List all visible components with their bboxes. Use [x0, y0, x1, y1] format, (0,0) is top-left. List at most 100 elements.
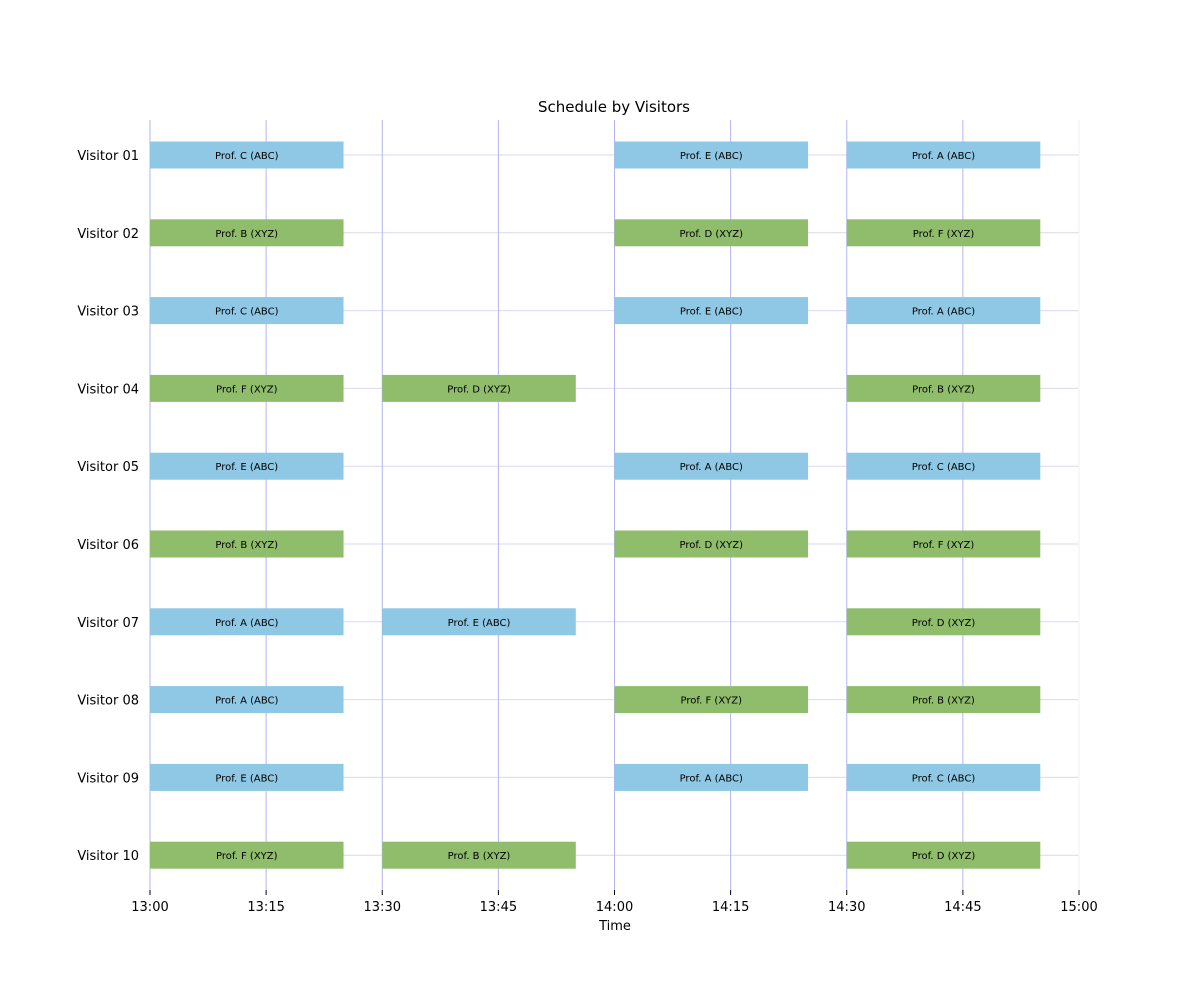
- meeting-bar-group: Prof. E (ABC): [150, 452, 344, 480]
- meeting-bar-label: Prof. F (XYZ): [680, 696, 742, 707]
- y-axis-ticks: Visitor 01 Visitor 02 Visitor 03 Visitor 04…: [77, 149, 139, 864]
- meeting-bar-label: Prof. B (XYZ): [448, 851, 511, 862]
- meeting-bar-group: Prof. E (ABC): [382, 608, 576, 636]
- meeting-bar-group: Prof. A (ABC): [150, 608, 344, 636]
- y-tick-label: Visitor 03: [77, 305, 139, 320]
- meeting-bar: [150, 141, 344, 169]
- meeting-bar-group: Prof. B (XYZ): [382, 841, 576, 869]
- x-tick-label: 13:30: [364, 900, 401, 915]
- meeting-bar: [846, 141, 1041, 169]
- x-axis-ticks: 13:00 13:15 13:30 13:45 14:00 14:15 14:30 14:45…: [131, 890, 1098, 915]
- meeting-bar: [382, 841, 576, 869]
- bars: Prof. C (ABC) Prof. E (ABC) Prof. A (ABC) P…: [150, 141, 1041, 869]
- y-tick-label: Visitor 05: [77, 460, 139, 475]
- meeting-bar-label: Prof. C (ABC): [215, 307, 279, 318]
- chart-title: Schedule by Visitors: [538, 98, 690, 116]
- y-tick-label: Visitor 01: [77, 149, 139, 164]
- meeting-bar-group: Prof. B (XYZ): [150, 219, 344, 247]
- x-tick-label: 13:45: [480, 900, 517, 915]
- meeting-bar-group: Prof. B (XYZ): [150, 530, 344, 558]
- meeting-bar-group: Prof. E (ABC): [614, 297, 809, 325]
- x-axis-label: Time: [598, 919, 631, 934]
- meeting-bar-label: Prof. A (ABC): [912, 151, 975, 162]
- meeting-bar-label: Prof. D (XYZ): [447, 384, 511, 395]
- meeting-bar-group: Prof. E (ABC): [614, 141, 809, 169]
- meeting-bar: [614, 452, 809, 480]
- meeting-bar: [150, 219, 344, 247]
- meeting-bar-group: Prof. C (ABC): [150, 141, 344, 169]
- meeting-bar: [846, 297, 1041, 325]
- meeting-bar-group: Prof. B (XYZ): [846, 374, 1041, 402]
- y-tick-label: Visitor 10: [77, 849, 139, 864]
- meeting-bar: [614, 530, 809, 558]
- meeting-bar-label: Prof. B (XYZ): [912, 696, 975, 707]
- meeting-bar-group: Prof. D (XYZ): [382, 374, 576, 402]
- meeting-bar-group: Prof. F (XYZ): [150, 374, 344, 402]
- meeting-bar-label: Prof. A (ABC): [215, 618, 278, 629]
- x-tick-label: 14:45: [944, 900, 981, 915]
- y-tick-label: Visitor 04: [77, 382, 139, 397]
- meeting-bar: [150, 608, 344, 636]
- meeting-bar-label: Prof. D (XYZ): [680, 229, 744, 240]
- meeting-bar: [150, 763, 344, 791]
- meeting-bar-label: Prof. C (ABC): [215, 151, 279, 162]
- meeting-bar: [614, 141, 809, 169]
- meeting-bar-label: Prof. E (ABC): [448, 618, 511, 629]
- meeting-bar-group: Prof. F (XYZ): [614, 686, 809, 714]
- meeting-bar-group: Prof. D (XYZ): [846, 841, 1041, 869]
- meeting-bar: [846, 452, 1041, 480]
- meeting-bar: [150, 374, 344, 402]
- meeting-bar-group: Prof. A (ABC): [614, 452, 809, 480]
- meeting-bar-group: Prof. D (XYZ): [614, 530, 809, 558]
- meeting-bar-label: Prof. D (XYZ): [912, 851, 976, 862]
- meeting-bar: [614, 686, 809, 714]
- meeting-bar-label: Prof. C (ABC): [912, 462, 976, 473]
- meeting-bar-label: Prof. F (XYZ): [216, 384, 278, 395]
- meeting-bar-label: Prof. A (ABC): [215, 696, 278, 707]
- meeting-bar-group: Prof. F (XYZ): [846, 219, 1041, 247]
- meeting-bar: [846, 374, 1041, 402]
- y-tick-label: Visitor 02: [77, 227, 139, 242]
- x-tick-label: 14:00: [596, 900, 633, 915]
- meeting-bar-group: Prof. E (ABC): [150, 763, 344, 791]
- meeting-bar-group: Prof. F (XYZ): [150, 841, 344, 869]
- y-tick-label: Visitor 09: [77, 771, 139, 786]
- meeting-bar-label: Prof. E (ABC): [680, 151, 743, 162]
- meeting-bar-group: Prof. C (ABC): [846, 763, 1041, 791]
- meeting-bar-label: Prof. A (ABC): [680, 462, 743, 473]
- meeting-bar: [150, 686, 344, 714]
- meeting-bar: [846, 686, 1041, 714]
- meeting-bar-group: Prof. D (XYZ): [846, 608, 1041, 636]
- meeting-bar-label: Prof. A (ABC): [680, 773, 743, 784]
- meeting-bar-label: Prof. F (XYZ): [216, 851, 278, 862]
- meeting-bar: [614, 763, 809, 791]
- meeting-bar: [846, 219, 1041, 247]
- meeting-bar: [846, 608, 1041, 636]
- meeting-bar: [846, 841, 1041, 869]
- meeting-bar-group: Prof. A (ABC): [846, 141, 1041, 169]
- meeting-bar-label: Prof. F (XYZ): [913, 540, 975, 551]
- x-tick-label: 15:00: [1060, 900, 1097, 915]
- meeting-bar-group: Prof. A (ABC): [846, 297, 1041, 325]
- y-tick-label: Visitor 08: [77, 694, 139, 709]
- meeting-bar-label: Prof. A (ABC): [912, 307, 975, 318]
- meeting-bar-label: Prof. E (ABC): [215, 462, 278, 473]
- meeting-bar-group: Prof. F (XYZ): [846, 530, 1041, 558]
- meeting-bar: [846, 763, 1041, 791]
- x-tick-label: 14:30: [828, 900, 865, 915]
- meeting-bar: [846, 530, 1041, 558]
- meeting-bar: [614, 219, 809, 247]
- x-tick-label: 13:15: [247, 900, 284, 915]
- x-tick-label: 14:15: [712, 900, 749, 915]
- y-tick-label: Visitor 07: [77, 616, 139, 631]
- meeting-bar: [382, 374, 576, 402]
- x-tick-label: 13:00: [131, 900, 168, 915]
- meeting-bar-group: Prof. A (ABC): [614, 763, 809, 791]
- meeting-bar: [150, 452, 344, 480]
- meeting-bar-group: Prof. A (ABC): [150, 686, 344, 714]
- meeting-bar-label: Prof. B (XYZ): [215, 540, 278, 551]
- meeting-bar-group: Prof. C (ABC): [846, 452, 1041, 480]
- meeting-bar-label: Prof. F (XYZ): [913, 229, 975, 240]
- meeting-bar: [150, 530, 344, 558]
